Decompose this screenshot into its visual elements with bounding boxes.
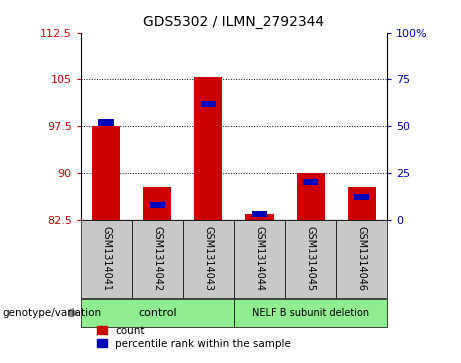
Text: GSM1314046: GSM1314046 <box>357 226 366 291</box>
Text: genotype/variation: genotype/variation <box>2 308 101 318</box>
Bar <box>201 101 216 107</box>
Bar <box>348 187 376 220</box>
Bar <box>149 201 165 208</box>
Bar <box>303 179 319 185</box>
Title: GDS5302 / ILMN_2792344: GDS5302 / ILMN_2792344 <box>143 15 325 29</box>
Bar <box>245 214 273 220</box>
Bar <box>143 187 171 220</box>
Bar <box>252 211 267 217</box>
Text: GSM1314041: GSM1314041 <box>101 226 111 291</box>
Bar <box>195 77 223 220</box>
Text: NELF B subunit deletion: NELF B subunit deletion <box>252 308 369 318</box>
Text: GSM1314044: GSM1314044 <box>254 226 265 291</box>
Bar <box>296 173 325 220</box>
Bar <box>99 119 114 126</box>
Text: GSM1314045: GSM1314045 <box>306 226 316 291</box>
Bar <box>92 126 120 220</box>
Bar <box>354 194 369 200</box>
Text: control: control <box>138 308 177 318</box>
Text: GSM1314043: GSM1314043 <box>203 226 213 291</box>
Text: GSM1314042: GSM1314042 <box>152 226 162 291</box>
Legend: count, percentile rank within the sample: count, percentile rank within the sample <box>97 326 291 349</box>
